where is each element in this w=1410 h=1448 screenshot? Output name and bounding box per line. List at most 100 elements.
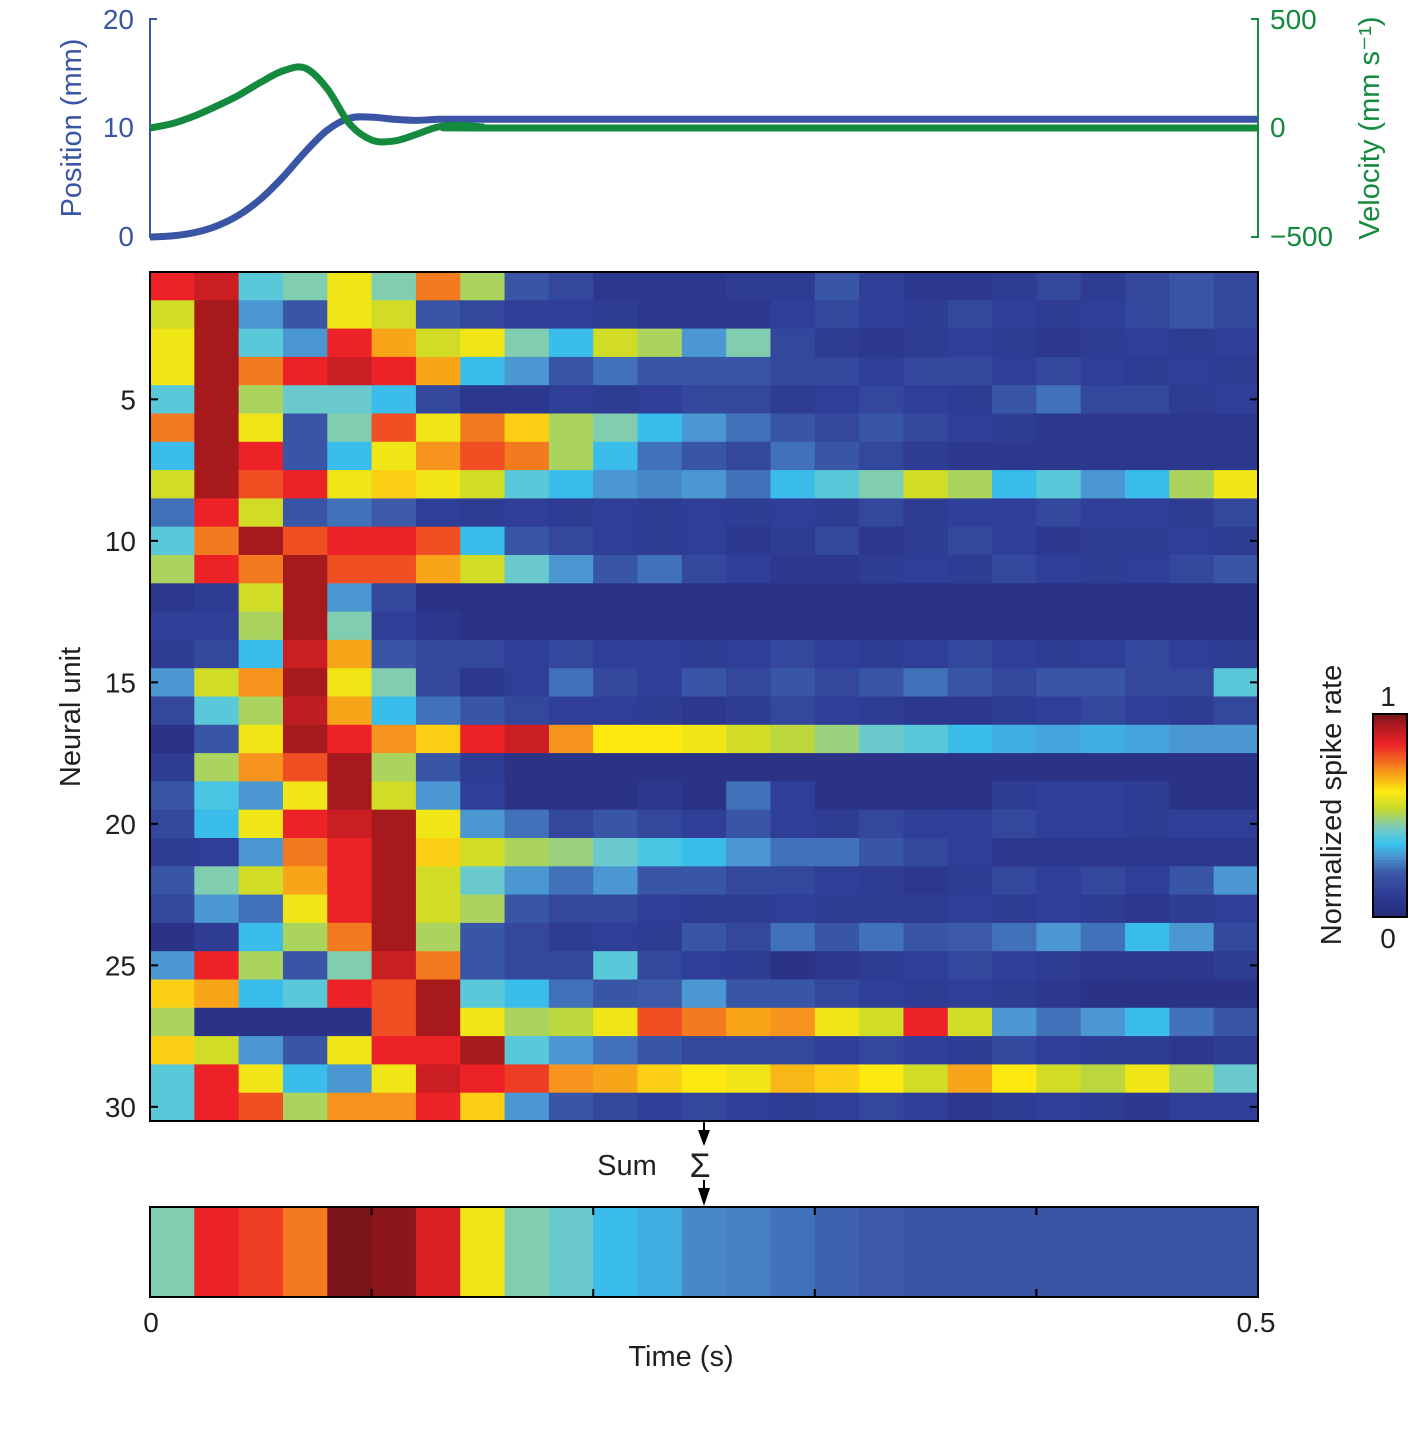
sum-cell [814, 1207, 860, 1297]
colorbar-swatch [1373, 780, 1407, 785]
heatmap-cell-unit11 [194, 555, 240, 584]
sum-cell [1125, 1207, 1170, 1297]
heatmap-cell-unit10 [371, 526, 417, 556]
heatmap-cell-unit3 [150, 328, 195, 358]
heatmap-cell-unit22 [859, 866, 905, 895]
heatmap-cell-unit12 [593, 583, 639, 612]
heatmap-cell-unit17 [814, 724, 860, 754]
heatmap-cell-unit8 [681, 470, 727, 499]
heatmap-cell-unit29 [637, 1064, 683, 1094]
heatmap-cell-unit9 [1213, 498, 1259, 528]
colorbar-swatch [1373, 853, 1407, 858]
colorbar-swatch [1373, 783, 1407, 788]
heatmap-cell-unit4 [1213, 356, 1259, 386]
heatmap-cell-unit27 [1213, 1007, 1259, 1037]
heatmap-cell-unit26 [194, 979, 240, 1009]
heatmap-cell-unit4 [992, 356, 1037, 386]
heatmap-cell-unit8 [1213, 470, 1259, 499]
heatmap-cell-unit23 [150, 894, 195, 924]
heatmap-cell-unit17 [637, 724, 683, 754]
heatmap-cell-unit5 [1080, 385, 1126, 414]
colorbar-swatch [1373, 821, 1407, 826]
colorbar-swatch [1373, 840, 1407, 845]
heatmap-cell-unit17 [460, 724, 506, 754]
heatmap-cell-unit20 [371, 809, 417, 839]
heatmap-cell-unit7 [194, 441, 240, 471]
heatmap-cell-unit30 [947, 1092, 993, 1122]
heatmap-cell-unit9 [681, 498, 727, 528]
heatmap-cell-unit13 [903, 611, 949, 641]
heatmap-cell-unit29 [947, 1064, 993, 1094]
heatmap-cell-unit3 [1169, 328, 1215, 358]
heatmap-cell-unit23 [415, 894, 461, 924]
heatmap-cell-unit23 [1169, 894, 1215, 924]
heatmap-cell-unit27 [947, 1007, 993, 1037]
heatmap-cell-unit7 [1213, 441, 1259, 471]
heatmap-cell-unit15 [1080, 668, 1126, 697]
heatmap-cell-unit24 [282, 922, 328, 952]
heatmap-cell-unit11 [150, 555, 195, 584]
heatmap-cell-unit20 [504, 809, 550, 839]
heatmap-cell-unit5 [415, 385, 461, 414]
heatmap-cell-unit17 [327, 724, 373, 754]
heatmap-cell-unit17 [371, 724, 417, 754]
heatmap-cell-unit30 [859, 1092, 905, 1122]
colorbar-swatch [1373, 729, 1407, 734]
heatmap-cell-unit18 [681, 753, 727, 782]
heatmap-cell-unit1 [1036, 272, 1082, 301]
heatmap-cell-unit24 [681, 922, 727, 952]
heatmap-cell-unit28 [194, 1036, 240, 1065]
heatmap-cell-unit5 [992, 385, 1037, 414]
heatmap-cell-unit12 [194, 583, 240, 612]
heatmap-cell-unit20 [1169, 809, 1215, 839]
heatmap-cell-unit13 [1169, 611, 1215, 641]
heatmap-cell-unit5 [282, 385, 328, 414]
heatmap-cell-unit24 [1125, 922, 1170, 952]
heatmap-cell-unit14 [814, 639, 860, 669]
heatmap-cell-unit21 [415, 838, 461, 867]
heatmap-cell-unit29 [681, 1064, 727, 1094]
heatmap-cell-unit23 [992, 894, 1037, 924]
heatmap-cell-unit2 [282, 300, 328, 329]
heatmap-cell-unit22 [992, 866, 1037, 895]
heatmap-cell-unit9 [194, 498, 240, 528]
heatmap-cell-unit22 [903, 866, 949, 895]
heatmap-cell-unit28 [504, 1036, 550, 1065]
heatmap-cell-unit27 [1036, 1007, 1082, 1037]
heatmap-cell-unit18 [460, 753, 506, 782]
heatmap-cell-unit4 [1169, 356, 1215, 386]
sum-cell [415, 1207, 461, 1297]
heatmap-cell-unit24 [903, 922, 949, 952]
heatmap-cell-unit27 [903, 1007, 949, 1037]
heatmap-cell-unit16 [504, 696, 550, 726]
colorbar-swatch [1373, 882, 1407, 886]
heatmap-cell-unit22 [327, 866, 373, 895]
heatmap-cell-unit27 [1125, 1007, 1170, 1037]
heatmap-cell-unit10 [194, 526, 240, 556]
heatmap-cell-unit27 [548, 1007, 594, 1037]
heatmap-cell-unit23 [327, 894, 373, 924]
heatmap-cell-unit3 [947, 328, 993, 358]
colorbar-swatch [1373, 850, 1407, 855]
heatmap-cell-unit6 [504, 413, 550, 443]
heatmap-cell-unit29 [548, 1064, 594, 1094]
heatmap-cell-unit23 [460, 894, 506, 924]
sum-arrow-bottom [698, 1180, 710, 1206]
colorbar-swatch [1373, 774, 1407, 778]
heatmap-cell-unit10 [681, 526, 727, 556]
heatmap-cell-unit8 [460, 470, 506, 499]
heatmap-cell-unit24 [859, 922, 905, 952]
heatmap-cell-unit6 [415, 413, 461, 443]
heatmap-cell-unit10 [903, 526, 949, 556]
heatmap-cell-unit4 [637, 356, 683, 386]
heatmap-cell-unit8 [1080, 470, 1126, 499]
heatmap-cell-unit19 [814, 781, 860, 811]
colorbar-swatch [1373, 869, 1407, 874]
heatmap-cell-unit16 [327, 696, 373, 726]
heatmap-cell-unit2 [415, 300, 461, 329]
heatmap-cell-unit27 [593, 1007, 639, 1037]
heatmap-cell-unit17 [681, 724, 727, 754]
heatmap-cell-unit7 [238, 441, 284, 471]
heatmap-cell-unit20 [859, 809, 905, 839]
heatmap-cell-unit3 [1080, 328, 1126, 358]
